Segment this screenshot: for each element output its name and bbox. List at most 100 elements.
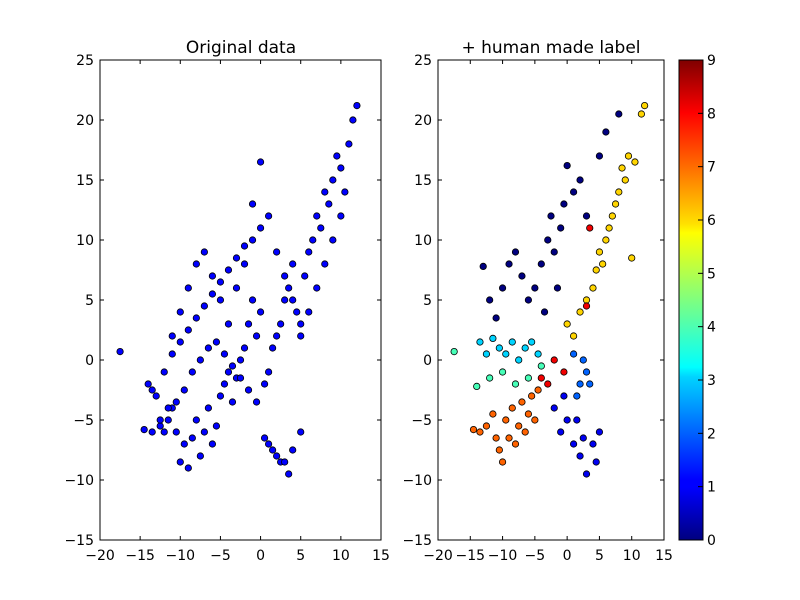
right-data-point xyxy=(592,458,600,466)
right-data-point xyxy=(586,224,594,232)
right-data-point xyxy=(582,296,591,304)
left-data-point xyxy=(353,102,361,110)
left-plot-points xyxy=(116,102,361,478)
right-data-point xyxy=(518,272,526,280)
right-plot-points xyxy=(450,102,649,478)
left-xtick-label: 5 xyxy=(296,548,305,564)
left-data-point xyxy=(164,404,172,412)
right-data-point xyxy=(589,440,597,448)
right-data-point xyxy=(563,416,571,424)
right-data-point xyxy=(476,338,484,346)
right-data-point xyxy=(569,188,578,196)
left-data-point xyxy=(313,212,321,220)
left-data-point xyxy=(264,368,273,376)
right-xtick-label: 10 xyxy=(623,548,641,564)
right-data-point xyxy=(595,248,604,256)
right-plot-frame xyxy=(437,59,665,541)
left-ytick-label: 10 xyxy=(76,233,94,249)
colorbar-tick-label: 3 xyxy=(707,373,716,389)
left-data-point xyxy=(208,272,216,280)
right-data-point xyxy=(489,334,497,342)
left-data-point xyxy=(240,242,249,250)
left-data-point xyxy=(273,452,281,460)
left-data-point xyxy=(252,332,261,340)
left-xtick-label: −20 xyxy=(85,548,115,564)
colorbar-tick-label: 9 xyxy=(707,53,716,69)
right-data-point xyxy=(495,446,503,454)
right-data-point xyxy=(511,440,520,448)
colorbar-tick-label: 1 xyxy=(707,480,716,496)
left-data-point xyxy=(244,320,253,328)
left-data-point xyxy=(289,296,297,304)
left-data-point xyxy=(329,236,337,244)
right-data-point xyxy=(569,350,578,358)
right-data-point xyxy=(595,428,604,436)
right-data-point xyxy=(582,212,591,220)
right-data-point xyxy=(528,338,536,346)
left-data-point xyxy=(116,347,124,356)
colorbar-tick-label: 7 xyxy=(707,160,716,176)
right-data-point xyxy=(586,380,594,388)
right-data-point xyxy=(486,296,494,304)
right-xtick-label: 5 xyxy=(595,548,604,564)
right-ytick-label: −10 xyxy=(402,473,432,489)
right-data-point xyxy=(563,320,571,328)
left-data-point xyxy=(260,380,269,388)
left-data-point xyxy=(148,428,156,436)
right-data-point xyxy=(599,260,607,268)
right-data-point xyxy=(534,386,542,394)
left-plot-title: Original data xyxy=(186,38,296,58)
right-data-point xyxy=(515,422,523,430)
right-data-point xyxy=(637,110,646,118)
right-data-point xyxy=(553,284,562,292)
right-data-point xyxy=(528,392,536,400)
right-data-point xyxy=(537,362,545,370)
right-data-point xyxy=(615,110,623,118)
right-data-point xyxy=(573,416,581,424)
left-data-point xyxy=(248,296,257,304)
left-ytick-label: 25 xyxy=(76,53,94,69)
right-data-point xyxy=(508,338,516,346)
right-data-point xyxy=(502,416,510,424)
left-data-point xyxy=(164,416,172,424)
right-data-point xyxy=(547,212,555,220)
left-data-point xyxy=(160,368,168,376)
left-data-point xyxy=(188,434,196,442)
left-data-point xyxy=(224,266,233,274)
right-data-point xyxy=(595,152,604,160)
left-data-point xyxy=(325,200,333,208)
left-data-point xyxy=(285,470,293,478)
right-data-point xyxy=(479,262,487,270)
left-data-point xyxy=(273,332,281,340)
left-data-point xyxy=(228,362,237,370)
left-data-point xyxy=(269,344,277,352)
right-data-point xyxy=(557,428,565,436)
left-xtick-label: −5 xyxy=(210,548,231,564)
left-data-point xyxy=(184,464,192,472)
right-data-point xyxy=(531,284,539,292)
right-data-point xyxy=(605,224,613,232)
right-data-point xyxy=(550,248,558,256)
right-data-point xyxy=(560,368,568,376)
left-data-point xyxy=(264,440,273,448)
left-data-point xyxy=(196,452,204,460)
left-data-point xyxy=(236,356,245,364)
right-data-point xyxy=(537,374,545,382)
right-data-point xyxy=(618,164,626,172)
right-data-point xyxy=(518,398,526,406)
left-data-point xyxy=(168,332,176,340)
right-xtick-label: −15 xyxy=(456,548,486,564)
left-data-point xyxy=(264,212,273,220)
right-data-point xyxy=(602,236,610,244)
right-data-point xyxy=(576,452,584,460)
right-data-point xyxy=(544,236,552,244)
right-data-point xyxy=(615,188,623,196)
right-data-point xyxy=(540,308,549,316)
right-data-point xyxy=(524,374,533,382)
left-data-point xyxy=(172,428,180,436)
left-data-point xyxy=(208,290,216,298)
right-ytick-label: 5 xyxy=(423,293,432,309)
right-data-point xyxy=(482,350,491,358)
